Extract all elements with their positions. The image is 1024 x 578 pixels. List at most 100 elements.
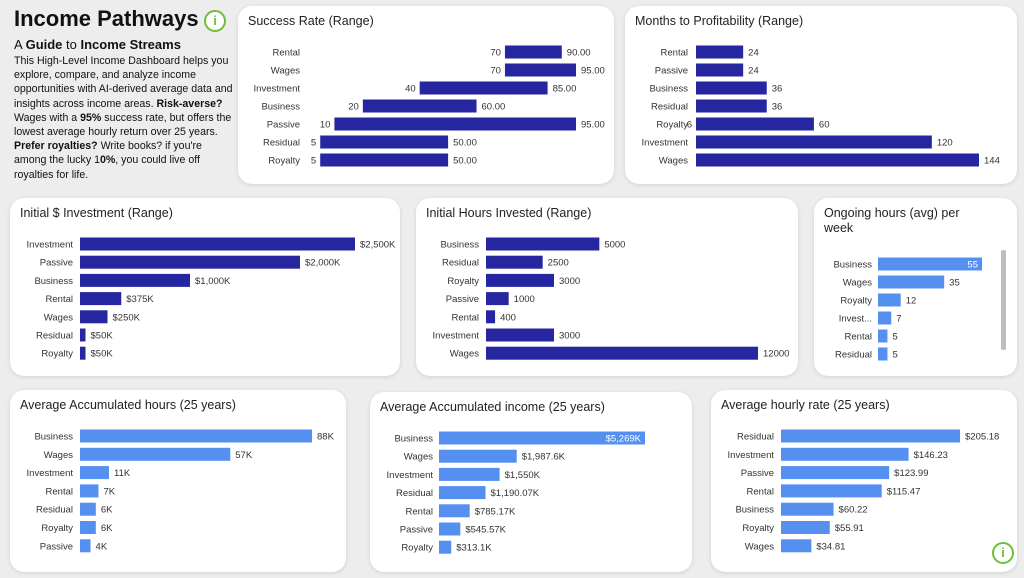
category-label: Rental	[406, 506, 433, 517]
bar	[80, 310, 108, 324]
category-label: Rental	[661, 48, 688, 59]
category-label: Investment	[254, 84, 301, 95]
description-text: , you could live off royalties for life.	[14, 154, 200, 181]
category-label: Investment	[433, 331, 480, 342]
value-label: 3000	[559, 331, 580, 342]
category-label: Business	[440, 240, 479, 251]
category-label: Passive	[446, 294, 479, 305]
bar	[80, 521, 96, 534]
category-label: Investment	[728, 450, 775, 461]
bar	[486, 328, 554, 342]
bar	[486, 292, 509, 306]
category-label: Wages	[659, 156, 688, 167]
value-label: 144	[984, 156, 1000, 167]
intro-panel: Income Pathways i A Guide to Income Stre…	[0, 0, 233, 190]
value-label: $375K	[126, 294, 154, 305]
bar	[80, 255, 300, 269]
bar	[486, 273, 554, 287]
bar	[80, 466, 109, 480]
description-emphasis: 0%	[99, 154, 116, 167]
ongoing-hours-card: Ongoing hours (avg) per week Business 55 W…	[814, 198, 1017, 376]
low-value-label: 6	[687, 120, 692, 131]
low-value-label: 70	[490, 66, 501, 77]
category-label: Investment	[387, 470, 434, 481]
category-label: Residual	[263, 138, 300, 149]
bar	[878, 275, 945, 289]
bar	[696, 63, 744, 77]
bar	[696, 45, 744, 59]
value-label: $115.47	[887, 486, 921, 497]
high-value-label: 60.00	[482, 102, 506, 113]
chart-title: Ongoing hours (avg) per week	[824, 206, 960, 235]
category-label: Residual	[835, 350, 872, 361]
high-value-label: 50.00	[453, 156, 477, 167]
value-label: 11K	[114, 468, 131, 479]
low-value-label: 70	[490, 48, 501, 59]
accumulated-income-chart: Business $5,269K Wages $1,987.6K Investment $…	[387, 431, 645, 554]
category-label: Royalty	[41, 523, 73, 534]
value-label: $1,000K	[195, 276, 231, 287]
description-emphasis: 95%	[80, 111, 102, 124]
bar	[781, 539, 812, 553]
high-value-label: 85.00	[553, 84, 577, 95]
range-bar	[334, 117, 576, 131]
value-label: $2,000K	[305, 258, 341, 269]
value-label: $1,190.07K	[491, 488, 540, 499]
scrollbar[interactable]	[1001, 250, 1006, 350]
bar	[439, 431, 645, 445]
value-label: 5	[892, 332, 897, 343]
value-label: 24	[748, 48, 759, 59]
category-label: Passive	[40, 541, 73, 552]
chart-title: Success Rate (Range)	[248, 14, 374, 28]
low-value-label: 20	[348, 102, 359, 113]
bar	[439, 540, 452, 554]
category-label: Royalty	[401, 543, 433, 554]
value-label: $545.57K	[465, 525, 506, 536]
value-label: 36	[772, 84, 783, 95]
value-label: 88K	[317, 432, 335, 443]
info-icon[interactable]: i	[204, 10, 226, 32]
low-value-label: 5	[311, 156, 316, 167]
bar	[486, 346, 758, 360]
value-label: 36	[772, 102, 783, 113]
bar	[696, 81, 767, 95]
value-label: $785.17K	[475, 506, 516, 517]
value-label: 2500	[548, 258, 569, 269]
value-label: $1,987.6K	[522, 452, 566, 463]
hourly-rate-chart: Residual $205.18 Investment $146.23 Passive $…	[728, 429, 999, 553]
value-label: 3000	[559, 276, 580, 287]
value-label: 7K	[103, 486, 115, 497]
bar	[439, 486, 486, 500]
category-label: Rental	[452, 312, 479, 323]
high-value-label: 95.00	[581, 66, 605, 77]
value-label: $123.99	[894, 468, 928, 479]
value-label: 60	[819, 120, 830, 131]
category-label: Wages	[44, 450, 73, 461]
category-label: Residual	[442, 258, 479, 269]
value-label: $1,550K	[505, 470, 541, 481]
low-value-label: 5	[311, 138, 316, 149]
chart-title: Average Accumulated income (25 years)	[380, 400, 605, 414]
category-label: Royalty	[41, 349, 73, 360]
value-label: 5	[892, 350, 897, 361]
success-rate-chart: Rental 70 90.00 Wages 70 95.00 Investment 40 85.…	[254, 45, 605, 167]
subhead-bold: Guide	[25, 37, 63, 52]
category-label: Rental	[747, 486, 774, 497]
category-label: Rental	[273, 48, 300, 59]
bar	[781, 447, 909, 461]
category-label: Residual	[651, 102, 688, 113]
value-label: $205.18	[965, 432, 999, 443]
bar	[486, 237, 600, 251]
high-value-label: 90.00	[567, 48, 591, 59]
category-label: Business	[34, 432, 73, 443]
value-label: 35	[949, 278, 960, 289]
category-label: Invest...	[839, 314, 872, 325]
category-label: Passive	[400, 525, 433, 536]
info-icon[interactable]: i	[992, 542, 1014, 564]
category-label: Wages	[745, 541, 774, 552]
bar	[80, 273, 190, 287]
initial-hours-chart: Business 5000 Residual 2500 Royalty 3000 Passi…	[433, 237, 789, 360]
low-value-label: 40	[405, 84, 416, 95]
success-rate-card: Success Rate (Range) Rental 70 90.00 Wages 7…	[238, 6, 614, 184]
description-text: success rate, but offers the lowest aver…	[14, 111, 232, 139]
